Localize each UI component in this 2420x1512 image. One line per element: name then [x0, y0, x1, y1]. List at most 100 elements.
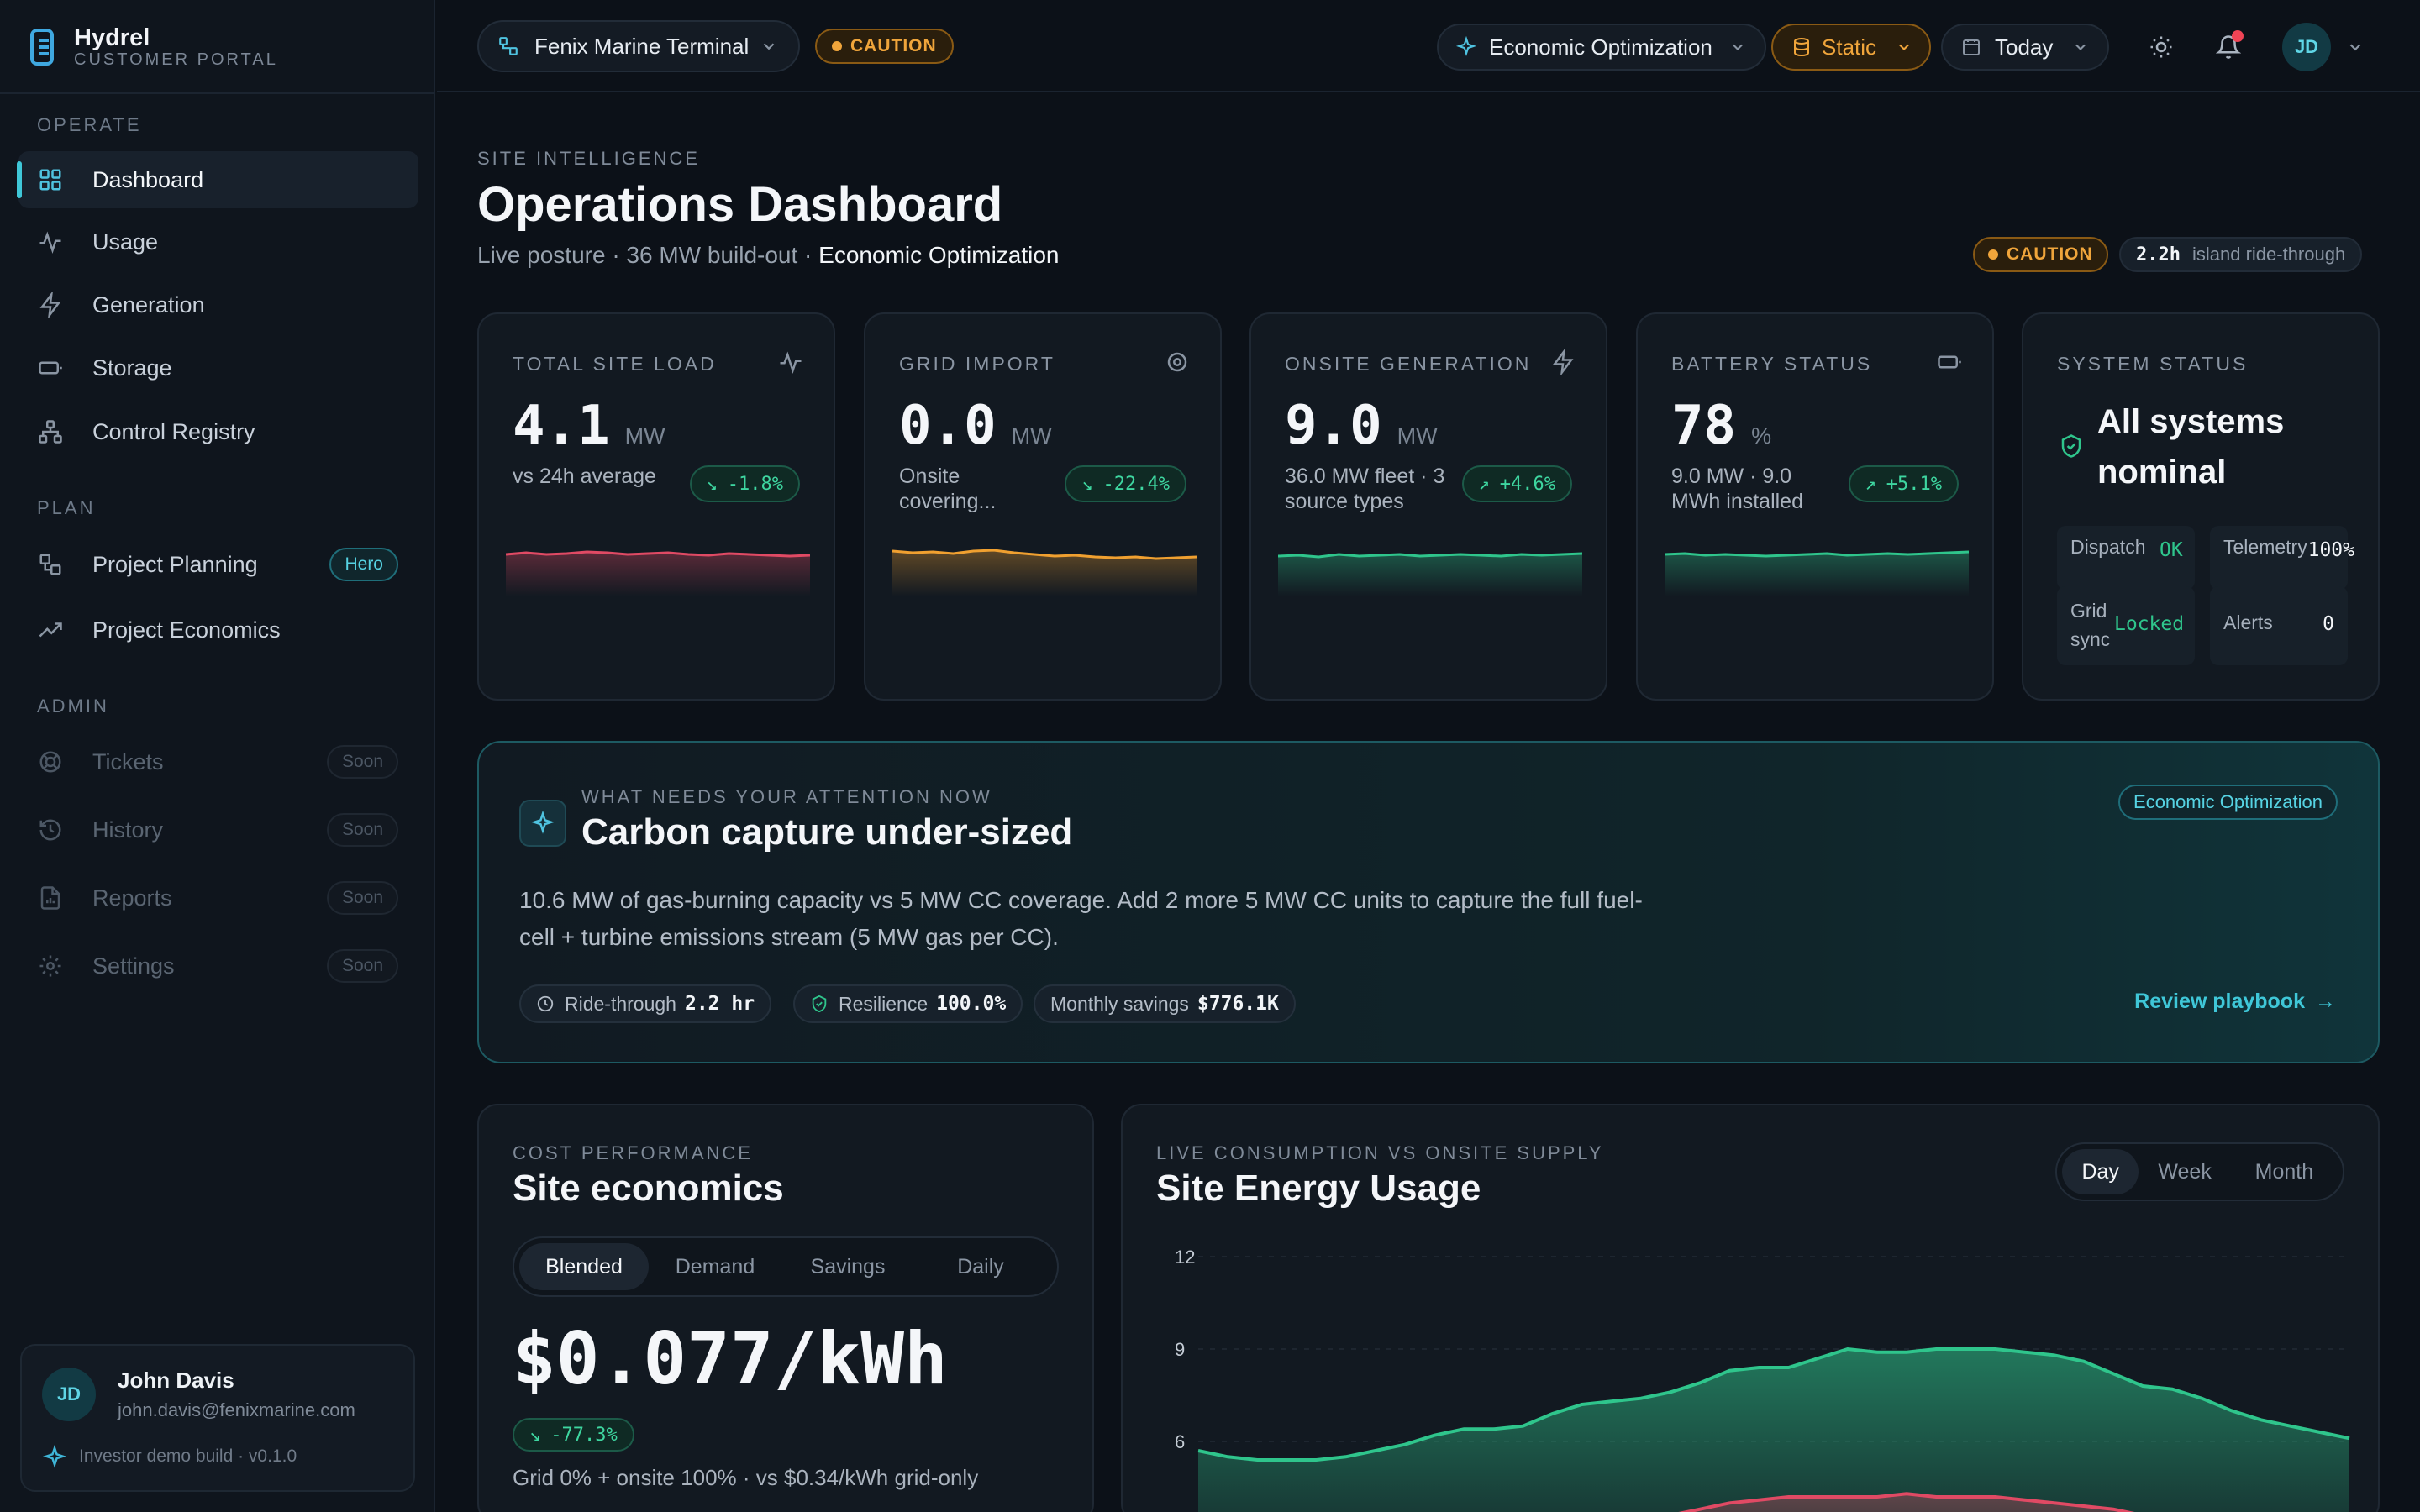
chip-resilience: Resilience 100.0%: [793, 984, 1023, 1023]
kpi-delta: -1.8%: [727, 473, 783, 495]
chip-ride-through: Ride-through 2.2 hr: [519, 984, 772, 1023]
sidebar-item-dashboard[interactable]: Dashboard: [17, 151, 418, 208]
kpi-delta: +5.1%: [1886, 473, 1942, 495]
site-selector[interactable]: Fenix Marine Terminal: [477, 20, 800, 72]
series-area: [1198, 1349, 2349, 1512]
header-status-badge: CAUTION: [1973, 237, 2108, 272]
soon-badge: Soon: [326, 745, 398, 779]
theme-toggle[interactable]: [2138, 24, 2185, 71]
grid-icon: [37, 166, 64, 193]
stat-dispatch: Dispatch OK: [2057, 526, 2195, 590]
kpi-total-site-load[interactable]: TOTAL SITE LOAD 4.1 MW vs 24h average ↘ -1…: [477, 312, 835, 701]
sidebar-item-project-planning[interactable]: Project Planning Hero: [18, 536, 418, 593]
sparkline-battery: [1665, 550, 1969, 596]
battery-icon: [37, 354, 64, 381]
kpi-label: ONSITE GENERATION: [1285, 353, 1532, 375]
kpi-value: 4.1: [513, 395, 610, 457]
review-playbook-link[interactable]: Review playbook →: [2134, 990, 2336, 1014]
series-line: [1678, 1492, 2135, 1512]
brand: Hydrel CUSTOMER PORTAL: [30, 24, 278, 71]
sidebar-item-reports[interactable]: Reports Soon: [18, 869, 418, 927]
network-icon: [37, 418, 64, 445]
stat-label: Alerts: [2223, 612, 2273, 633]
stat-alerts: Alerts 0: [2210, 586, 2348, 665]
site-economics-panel: COST PERFORMANCE Site economics Blended …: [477, 1104, 1094, 1512]
sparkline-grid: [892, 549, 1197, 596]
sidebar-item-history[interactable]: History Soon: [18, 801, 418, 858]
y-tick-label: 6: [1175, 1431, 1185, 1452]
kpi-unit: MW: [1011, 423, 1052, 449]
brand-subtitle: CUSTOMER PORTAL: [74, 50, 278, 69]
economics-delta: -77.3%: [550, 1424, 618, 1446]
lifebuoy-icon: [37, 748, 64, 775]
tab-month[interactable]: Month: [2254, 1159, 2314, 1184]
energy-eyebrow: LIVE CONSUMPTION VS ONSITE SUPPLY: [1156, 1142, 1604, 1163]
site-name: Fenix Marine Terminal: [534, 33, 750, 59]
kpi-battery-status[interactable]: BATTERY STATUS 78% 9.0 MW · 9.0 MWh inst…: [1636, 312, 1994, 701]
tab-blended[interactable]: Blended: [519, 1243, 649, 1290]
mode-name: Economic Optimization: [1489, 34, 1712, 60]
stat-label: Grid sync: [2070, 600, 2111, 650]
sidebar-item-settings[interactable]: Settings Soon: [18, 937, 418, 995]
ride-through-label: island ride-through: [2191, 244, 2346, 265]
kpi-delta-badge: ↗ +4.6%: [1461, 465, 1572, 502]
kpi-value: 9.0: [1285, 395, 1382, 457]
sidebar-item-usage[interactable]: Usage: [18, 213, 418, 270]
user-card[interactable]: JD John Davis john.davis@fenixmarine.com…: [20, 1344, 415, 1492]
economics-delta-badge: ↘ -77.3%: [513, 1418, 634, 1452]
chevron-down-icon[interactable]: [2346, 38, 2365, 56]
chevron-down-icon: [1899, 44, 1909, 50]
ride-through-value: 2.2h: [2136, 244, 2181, 265]
sparkline-area: [1278, 554, 1582, 596]
sparkline-line: [1665, 550, 1969, 558]
brand-name: Hydrel: [74, 24, 150, 51]
sidebar-item-control-registry[interactable]: Control Registry: [18, 403, 418, 460]
sidebar-item-storage[interactable]: Storage: [18, 339, 418, 396]
sidebar: Hydrel CUSTOMER PORTAL OPERATE Dashboard…: [0, 0, 435, 1512]
data-mode-selector[interactable]: Static: [1771, 24, 1931, 71]
attention-body: 10.6 MW of gas-burning capacity vs 5 MW …: [519, 887, 1643, 950]
nav-section-operate: OPERATE: [37, 114, 142, 135]
tab-week[interactable]: Week: [2158, 1159, 2212, 1184]
sparkline-generation: [1278, 552, 1582, 596]
tab-savings[interactable]: Savings: [810, 1254, 886, 1278]
notifications-button[interactable]: [2205, 24, 2252, 71]
mode-selector[interactable]: Economic Optimization: [1437, 24, 1766, 71]
chip-value: 100.0%: [936, 993, 1007, 1015]
kpi-unit: MW: [624, 423, 666, 449]
sidebar-item-project-economics[interactable]: Project Economics: [18, 601, 418, 659]
tab-daily[interactable]: Daily: [957, 1254, 1004, 1278]
hydrel-logo-icon: [30, 29, 54, 66]
kpi-grid-import[interactable]: GRID IMPORT 0.0 MW Onsite covering... ↘ -2…: [864, 312, 1222, 701]
tab-demand[interactable]: Demand: [675, 1254, 755, 1278]
nav-section-plan: PLAN: [37, 497, 96, 518]
stat-label: Dispatch: [2070, 536, 2146, 558]
sidebar-item-label: Control Registry: [92, 418, 255, 444]
avatar: JD: [42, 1368, 96, 1421]
arrow-right-icon: →: [2315, 990, 2336, 1013]
sidebar-item-generation[interactable]: Generation: [18, 276, 418, 333]
chip-value: $776.1K: [1197, 993, 1279, 1015]
kpi-delta: -22.4%: [1102, 473, 1170, 495]
user-avatar-button[interactable]: JD: [2282, 23, 2331, 71]
status-dot: [832, 41, 842, 51]
trend-up-icon: ↗: [1478, 473, 1490, 495]
date-range: Today: [1995, 34, 2054, 60]
subtitle-text: Live posture · 36 MW build-out ·: [477, 242, 819, 268]
hero-badge: Hero: [329, 548, 398, 581]
bell-icon: [2216, 35, 2241, 59]
user-name: John Davis: [118, 1368, 234, 1393]
sparkle-icon: [531, 811, 555, 834]
workflow-icon: [37, 551, 64, 578]
sidebar-item-tickets[interactable]: Tickets Soon: [18, 733, 418, 790]
attention-eyebrow: WHAT NEEDS YOUR ATTENTION NOW: [581, 786, 992, 807]
date-range-selector[interactable]: Today: [1941, 24, 2109, 71]
tab-day[interactable]: Day: [2062, 1149, 2139, 1194]
sidebar-item-label: Usage: [92, 228, 159, 255]
series-line: [1197, 1347, 2350, 1462]
kpi-delta: +4.6%: [1499, 473, 1555, 495]
build-version: Investor demo build · v0.1.0: [79, 1446, 297, 1466]
subtitle-mode: Economic Optimization: [818, 242, 1060, 268]
sidebar-item-label: Generation: [92, 291, 205, 318]
kpi-onsite-generation[interactable]: ONSITE GENERATION 9.0 MW 36.0 MW fleet · …: [1249, 312, 1607, 701]
